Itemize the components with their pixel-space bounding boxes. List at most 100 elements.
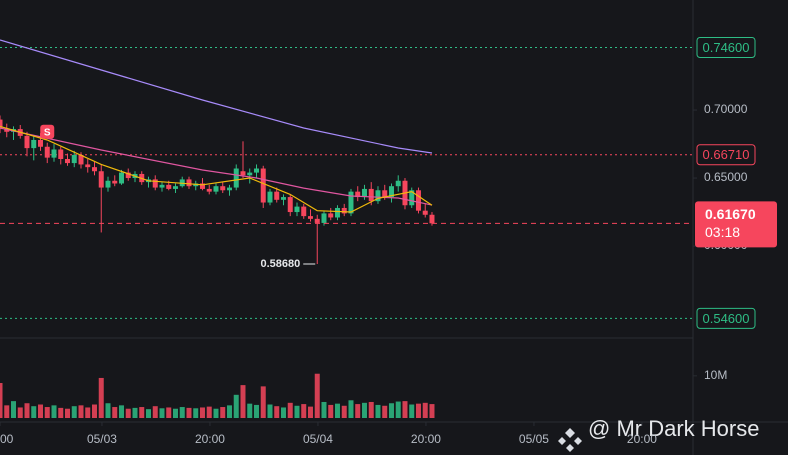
- candle-body: [64, 158, 70, 164]
- volume-bar: [206, 406, 212, 418]
- ma-line: [0, 39, 433, 154]
- candle-body: [294, 206, 300, 213]
- candle-body: [368, 188, 374, 202]
- candle-body: [85, 164, 91, 168]
- volume-bar: [274, 406, 280, 418]
- volume-bar: [321, 401, 327, 418]
- ma-line: [0, 127, 433, 206]
- volume-bar: [382, 405, 388, 418]
- candle-body: [267, 191, 273, 203]
- volume-bar: [375, 404, 381, 418]
- volume-bar: [179, 407, 185, 418]
- volume-bar: [118, 405, 124, 418]
- candle-body: [206, 188, 212, 192]
- x-tick-label: 05/05: [519, 432, 549, 446]
- x-tick-label: 00: [0, 432, 14, 446]
- candle-body: [172, 186, 178, 189]
- level-label: 0.66710: [703, 147, 750, 162]
- candle-body: [361, 188, 367, 198]
- watermark: @ Mr Dark Horse: [588, 416, 759, 441]
- current-price-box: [695, 201, 777, 248]
- volume-bar: [280, 407, 286, 418]
- candle-body: [240, 171, 246, 176]
- volume-bar: [166, 407, 172, 418]
- volume-bar: [4, 405, 10, 418]
- level-label: 0.74600: [703, 40, 750, 55]
- volume-bar: [348, 400, 354, 418]
- volume-bar: [31, 406, 37, 418]
- volume-bar: [186, 407, 192, 418]
- volume-bar: [193, 408, 199, 418]
- volume-bar: [341, 405, 347, 418]
- volume-bar: [145, 409, 151, 418]
- candle-body: [307, 216, 313, 219]
- level-label-box: [696, 144, 756, 166]
- candle-body: [112, 180, 118, 184]
- candle-body: [429, 214, 435, 224]
- candle-body: [98, 171, 104, 188]
- candle-body: [31, 139, 37, 149]
- candle-body: [375, 190, 381, 202]
- x-tick-label: 05/03: [87, 432, 117, 446]
- candle-body: [334, 207, 340, 218]
- volume-bar: [368, 401, 374, 418]
- volume-bar: [409, 404, 415, 418]
- volume-bar: [44, 407, 50, 418]
- volume-bar: [105, 403, 111, 418]
- x-tick-label: 20:00: [195, 432, 225, 446]
- candle-body: [409, 190, 415, 206]
- volume-bar: [260, 386, 266, 418]
- candle-body: [118, 172, 124, 184]
- candle-body: [58, 149, 64, 159]
- candle-body: [355, 191, 361, 198]
- volume-bar: [58, 407, 64, 418]
- volume-bar: [395, 401, 401, 418]
- y-tick-label: 0.70000: [704, 102, 748, 116]
- candle-body: [321, 213, 327, 223]
- watermark-logo: [558, 428, 582, 452]
- candle-body: [260, 168, 266, 203]
- candle-body: [253, 168, 259, 173]
- signal-label: S: [44, 127, 51, 138]
- candle-body: [125, 172, 131, 179]
- volume-bar: [287, 402, 293, 418]
- volume-bar: [199, 407, 205, 418]
- volume-tick-label: 10M: [704, 368, 727, 382]
- y-tick-label: 0.65000: [704, 170, 748, 184]
- volume-bar: [334, 403, 340, 418]
- volume-bar: [415, 403, 421, 418]
- candle-body: [280, 197, 286, 200]
- level-label-box: [696, 307, 756, 329]
- volume-bar: [361, 402, 367, 418]
- candle-body: [233, 168, 239, 188]
- volume-bar: [422, 402, 428, 418]
- candle-body: [247, 172, 253, 176]
- candle-body: [301, 206, 307, 217]
- candle-body: [71, 154, 77, 164]
- candle-body: [4, 129, 10, 132]
- countdown-label: 03:18: [705, 224, 740, 240]
- candle-body: [166, 184, 172, 189]
- candle-body: [37, 139, 43, 147]
- volume-bar: [213, 408, 219, 418]
- candle-body: [415, 190, 421, 211]
- candle-body: [78, 154, 84, 165]
- candle-body: [348, 191, 354, 214]
- candle-body: [44, 146, 50, 158]
- candle-body: [51, 149, 57, 158]
- volume-bar: [307, 406, 313, 418]
- volume-bar: [220, 407, 226, 418]
- level-label: 0.54600: [703, 311, 750, 326]
- candle-body: [314, 218, 320, 223]
- volume-bar: [64, 408, 70, 418]
- candle-body: [382, 190, 388, 198]
- candle-body: [24, 135, 30, 149]
- volume-bar: [233, 394, 239, 418]
- level-label-box: [696, 36, 756, 58]
- candle-body: [220, 186, 226, 191]
- volume-bar: [91, 404, 97, 418]
- volume-bar: [152, 406, 158, 418]
- signal-marker: [40, 124, 55, 139]
- volume-bar: [355, 404, 361, 418]
- low-annotation: 0.58680: [260, 258, 300, 270]
